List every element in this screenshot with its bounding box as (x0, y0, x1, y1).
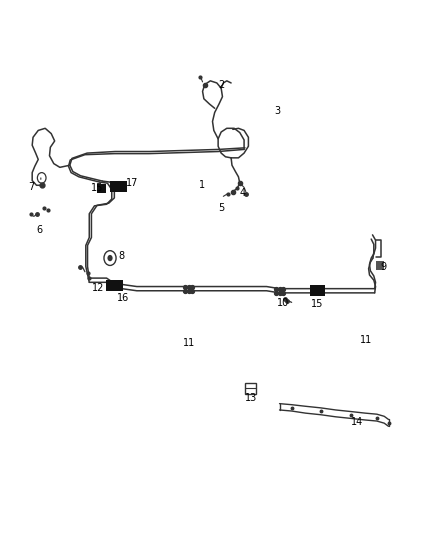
Bar (110, 181, 127, 191)
Bar (97, 184, 106, 193)
Text: 5: 5 (218, 204, 224, 214)
Text: 6: 6 (36, 224, 42, 235)
Text: 2: 2 (218, 79, 224, 90)
Text: 14: 14 (351, 417, 364, 427)
Text: 11: 11 (360, 335, 372, 345)
Text: 9: 9 (380, 262, 386, 271)
Bar (245, 383, 256, 394)
Text: 12: 12 (92, 282, 104, 293)
Text: 8: 8 (119, 251, 125, 261)
Text: 15: 15 (311, 300, 324, 310)
Bar (106, 280, 123, 291)
Text: 16: 16 (117, 293, 129, 303)
Text: 4: 4 (240, 188, 246, 198)
Text: 11: 11 (183, 338, 195, 348)
Text: 7: 7 (28, 182, 34, 192)
Text: 1: 1 (199, 180, 205, 190)
Text: 3: 3 (274, 106, 280, 116)
Text: 10: 10 (277, 298, 289, 309)
Text: 15: 15 (91, 183, 103, 193)
Bar (310, 286, 325, 296)
Text: 13: 13 (245, 393, 258, 403)
Bar (376, 261, 384, 270)
Circle shape (107, 255, 113, 261)
Text: 17: 17 (125, 178, 138, 188)
